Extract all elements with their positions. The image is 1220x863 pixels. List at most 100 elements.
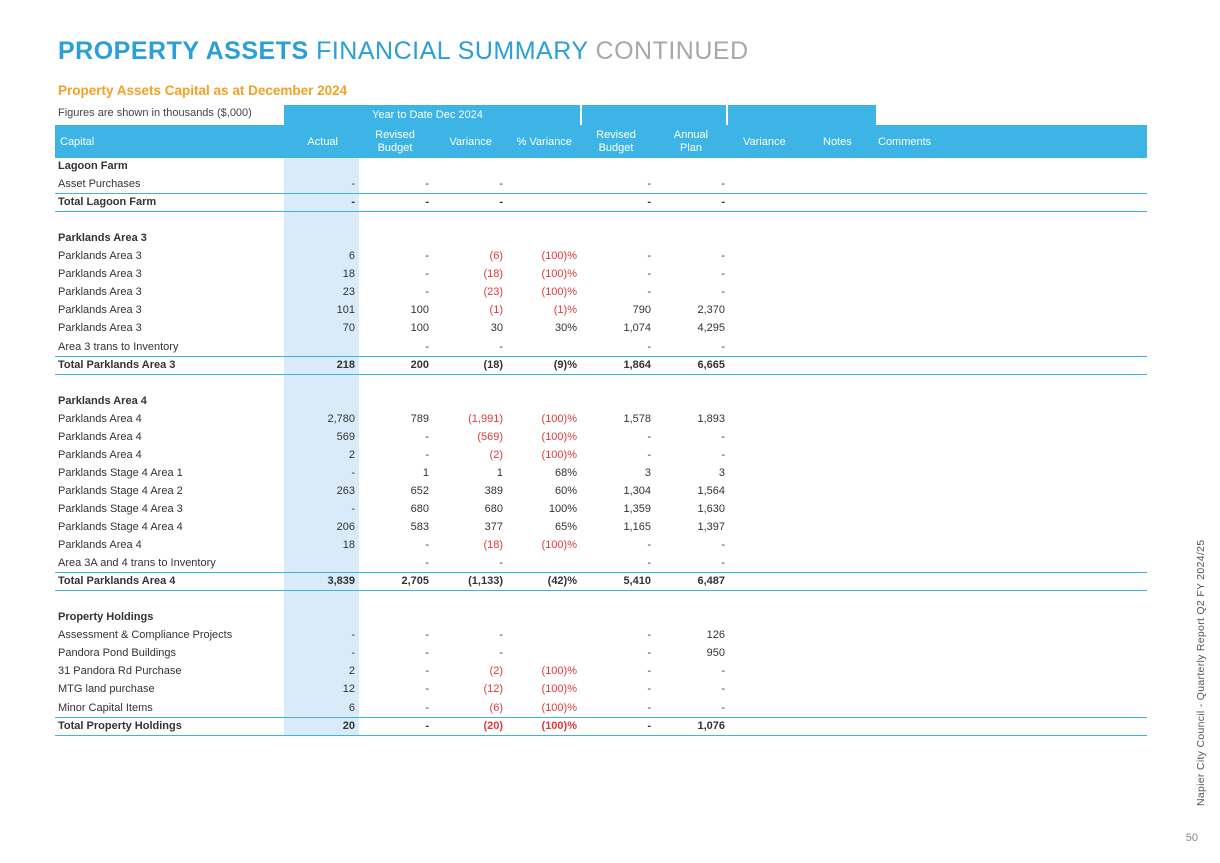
cell-rb: - [425,665,429,678]
cell-rb2: - [647,286,651,299]
row-label: Parklands Area 3 [58,322,142,335]
cell-var: (6) [489,250,503,263]
row-label: Total Lagoon Farm [58,196,157,209]
cell-rb: - [425,340,429,353]
cell-pct: (42)% [547,575,577,588]
ytd-header-block [284,105,580,125]
cell-actual: 18 [342,539,355,552]
cell-actual: - [351,647,355,660]
group-heading-row: Property Holdings [55,609,1147,627]
cell-actual: 3,839 [327,575,355,588]
total-row: Total Property Holdings 20 - (20) (100)% - 1,0… [55,718,1147,736]
cell-ap: - [721,557,725,570]
cell-pct: (100)% [541,683,577,696]
group-heading-row: Parklands Area 4 [55,393,1147,411]
cell-actual: - [351,196,355,209]
cell-rb2: 1,074 [623,322,651,335]
row-label: Parklands Area 4 [58,539,142,552]
cell-var: (2) [489,665,503,678]
header-notes: Notes [823,136,852,148]
cell-rb2: 3 [644,466,651,479]
cell-actual: 12 [342,683,355,696]
group-heading-row: Parklands Area 3 [55,230,1147,248]
row-label: Parklands Stage 4 Area 1 [58,466,183,479]
cell-rb: - [425,629,429,642]
row-label: Parklands Area 4 [58,448,142,461]
cell-ap: - [721,701,725,714]
cell-pct: (100)% [541,430,577,443]
cell-ap: - [721,340,725,353]
cell-var: (1,133) [468,575,503,588]
table-row: MTG land purchase 12 - (12) (100)% - - [55,681,1147,699]
cell-actual: 206 [336,521,355,533]
total-row: Total Lagoon Farm - - - - - [55,194,1147,213]
row-label: Assessment & Compliance Projects [58,629,233,642]
cell-ap: 1,630 [697,502,725,515]
cell-var: (569) [477,430,503,443]
cell-var: (1) [489,304,503,317]
table-row: Asset Purchases - - - - - [55,176,1147,195]
cell-rb2: - [647,430,651,443]
cell-var: - [499,340,503,353]
cell-var: - [499,196,503,209]
cell-ap: - [721,430,725,443]
cell-var: (18) [483,268,503,281]
cell-ap: - [721,268,725,281]
cell-pct: 65% [554,521,577,533]
cell-ap: - [721,196,725,209]
table-row: Parklands Area 4 2,780 789 (1,991) (100)% 1,5… [55,411,1147,429]
cell-var: (18) [483,358,503,371]
spacer-row [55,591,1147,609]
cell-rb2: 1,864 [623,358,651,371]
cell-ap: - [721,539,725,552]
cell-rb: 652 [410,484,429,497]
cell-var: 680 [484,502,503,515]
cell-rb: 789 [410,412,429,425]
cell-ap: 950 [706,647,725,660]
page-title: PROPERTY ASSETS FINANCIAL SUMMARY CONTIN… [58,37,749,66]
cell-var: (23) [483,286,503,299]
cell-var: (6) [489,701,503,714]
cell-rb2: - [647,665,651,678]
cell-actual: 569 [336,430,355,443]
cell-rb: - [425,719,429,732]
cell-rb2: - [647,340,651,353]
header-pct-variance: % Variance [516,136,572,148]
cell-var: (12) [483,683,503,696]
cell-ap: - [721,178,725,191]
header-actual: Actual [307,136,338,148]
cell-rb: - [425,683,429,696]
row-label: Parklands Area 4 [58,412,142,425]
cell-rb2: - [647,196,651,209]
cell-rb: 2,705 [401,575,429,588]
variance-header-block [728,105,876,125]
cell-rb: - [425,196,429,209]
table-row: Minor Capital Items 6 - (6) (100)% - - [55,700,1147,718]
cell-ap: 2,370 [697,304,725,317]
cell-rb: - [425,647,429,660]
cell-pct: (100)% [541,719,577,732]
cell-rb: - [425,268,429,281]
table-row: Parklands Area 3 18 - (18) (100)% - - [55,266,1147,284]
cell-ap: 4,295 [697,322,725,335]
row-label: MTG land purchase [58,683,155,696]
cell-rb2: 790 [632,304,651,317]
cell-actual: 23 [342,286,355,299]
section-subtitle: Property Assets Capital as at December 2… [58,83,348,98]
cell-actual: 18 [342,268,355,281]
cell-actual: 263 [336,484,355,497]
cell-pct: (100)% [541,286,577,299]
table-row: Parklands Area 4 569 - (569) (100)% - - [55,429,1147,447]
table-row: Parklands Stage 4 Area 1 - 1 1 68% 3 3 [55,465,1147,483]
row-label: Parklands Area 3 [58,232,147,245]
cell-actual: 2,780 [327,412,355,425]
row-label: Total Parklands Area 3 [58,358,176,371]
cell-rb2: - [647,268,651,281]
cell-rb2: - [647,539,651,552]
cell-rb2: - [647,647,651,660]
cell-pct: (100)% [541,701,577,714]
row-label: Property Holdings [58,611,154,624]
table-row: 31 Pandora Rd Purchase 2 - (2) (100)% - - [55,663,1147,681]
table-row: Pandora Pond Buildings - - - - 950 [55,645,1147,663]
cell-actual: 2 [348,665,355,678]
